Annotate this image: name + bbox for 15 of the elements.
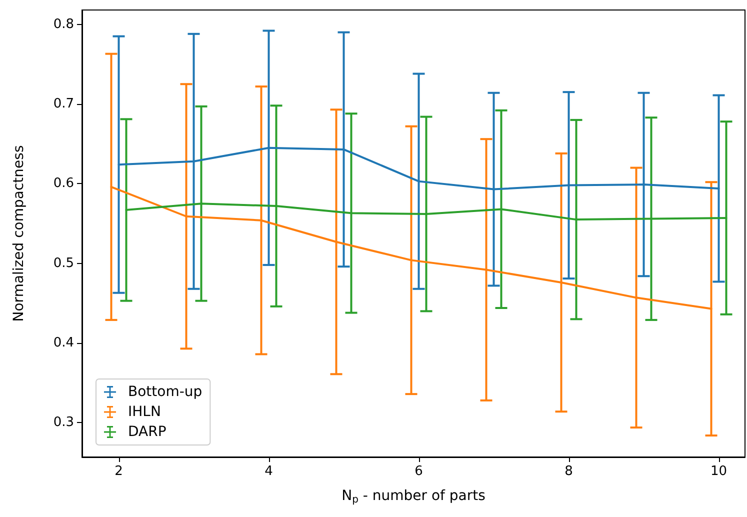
x-tick-label: 6 [414, 464, 423, 479]
y-tick-label: 0.4 [53, 336, 74, 351]
y-tick-label: 0.5 [53, 256, 74, 271]
x-tick-label: 8 [564, 464, 573, 479]
y-tick-label: 0.7 [53, 96, 74, 112]
y-axis-title: Normalized compactness [11, 145, 27, 322]
x-tick-label: 2 [114, 464, 123, 479]
legend-label: IHLN [128, 404, 161, 420]
legend-label: Bottom-up [128, 384, 202, 400]
x-tick-label: 4 [264, 464, 273, 479]
y-tick-label: 0.6 [53, 176, 74, 192]
y-tick-label: 0.3 [53, 415, 74, 430]
x-tick-label: 10 [710, 464, 728, 479]
y-tick-label: 0.8 [53, 16, 74, 32]
legend-label: DARP [128, 424, 166, 440]
